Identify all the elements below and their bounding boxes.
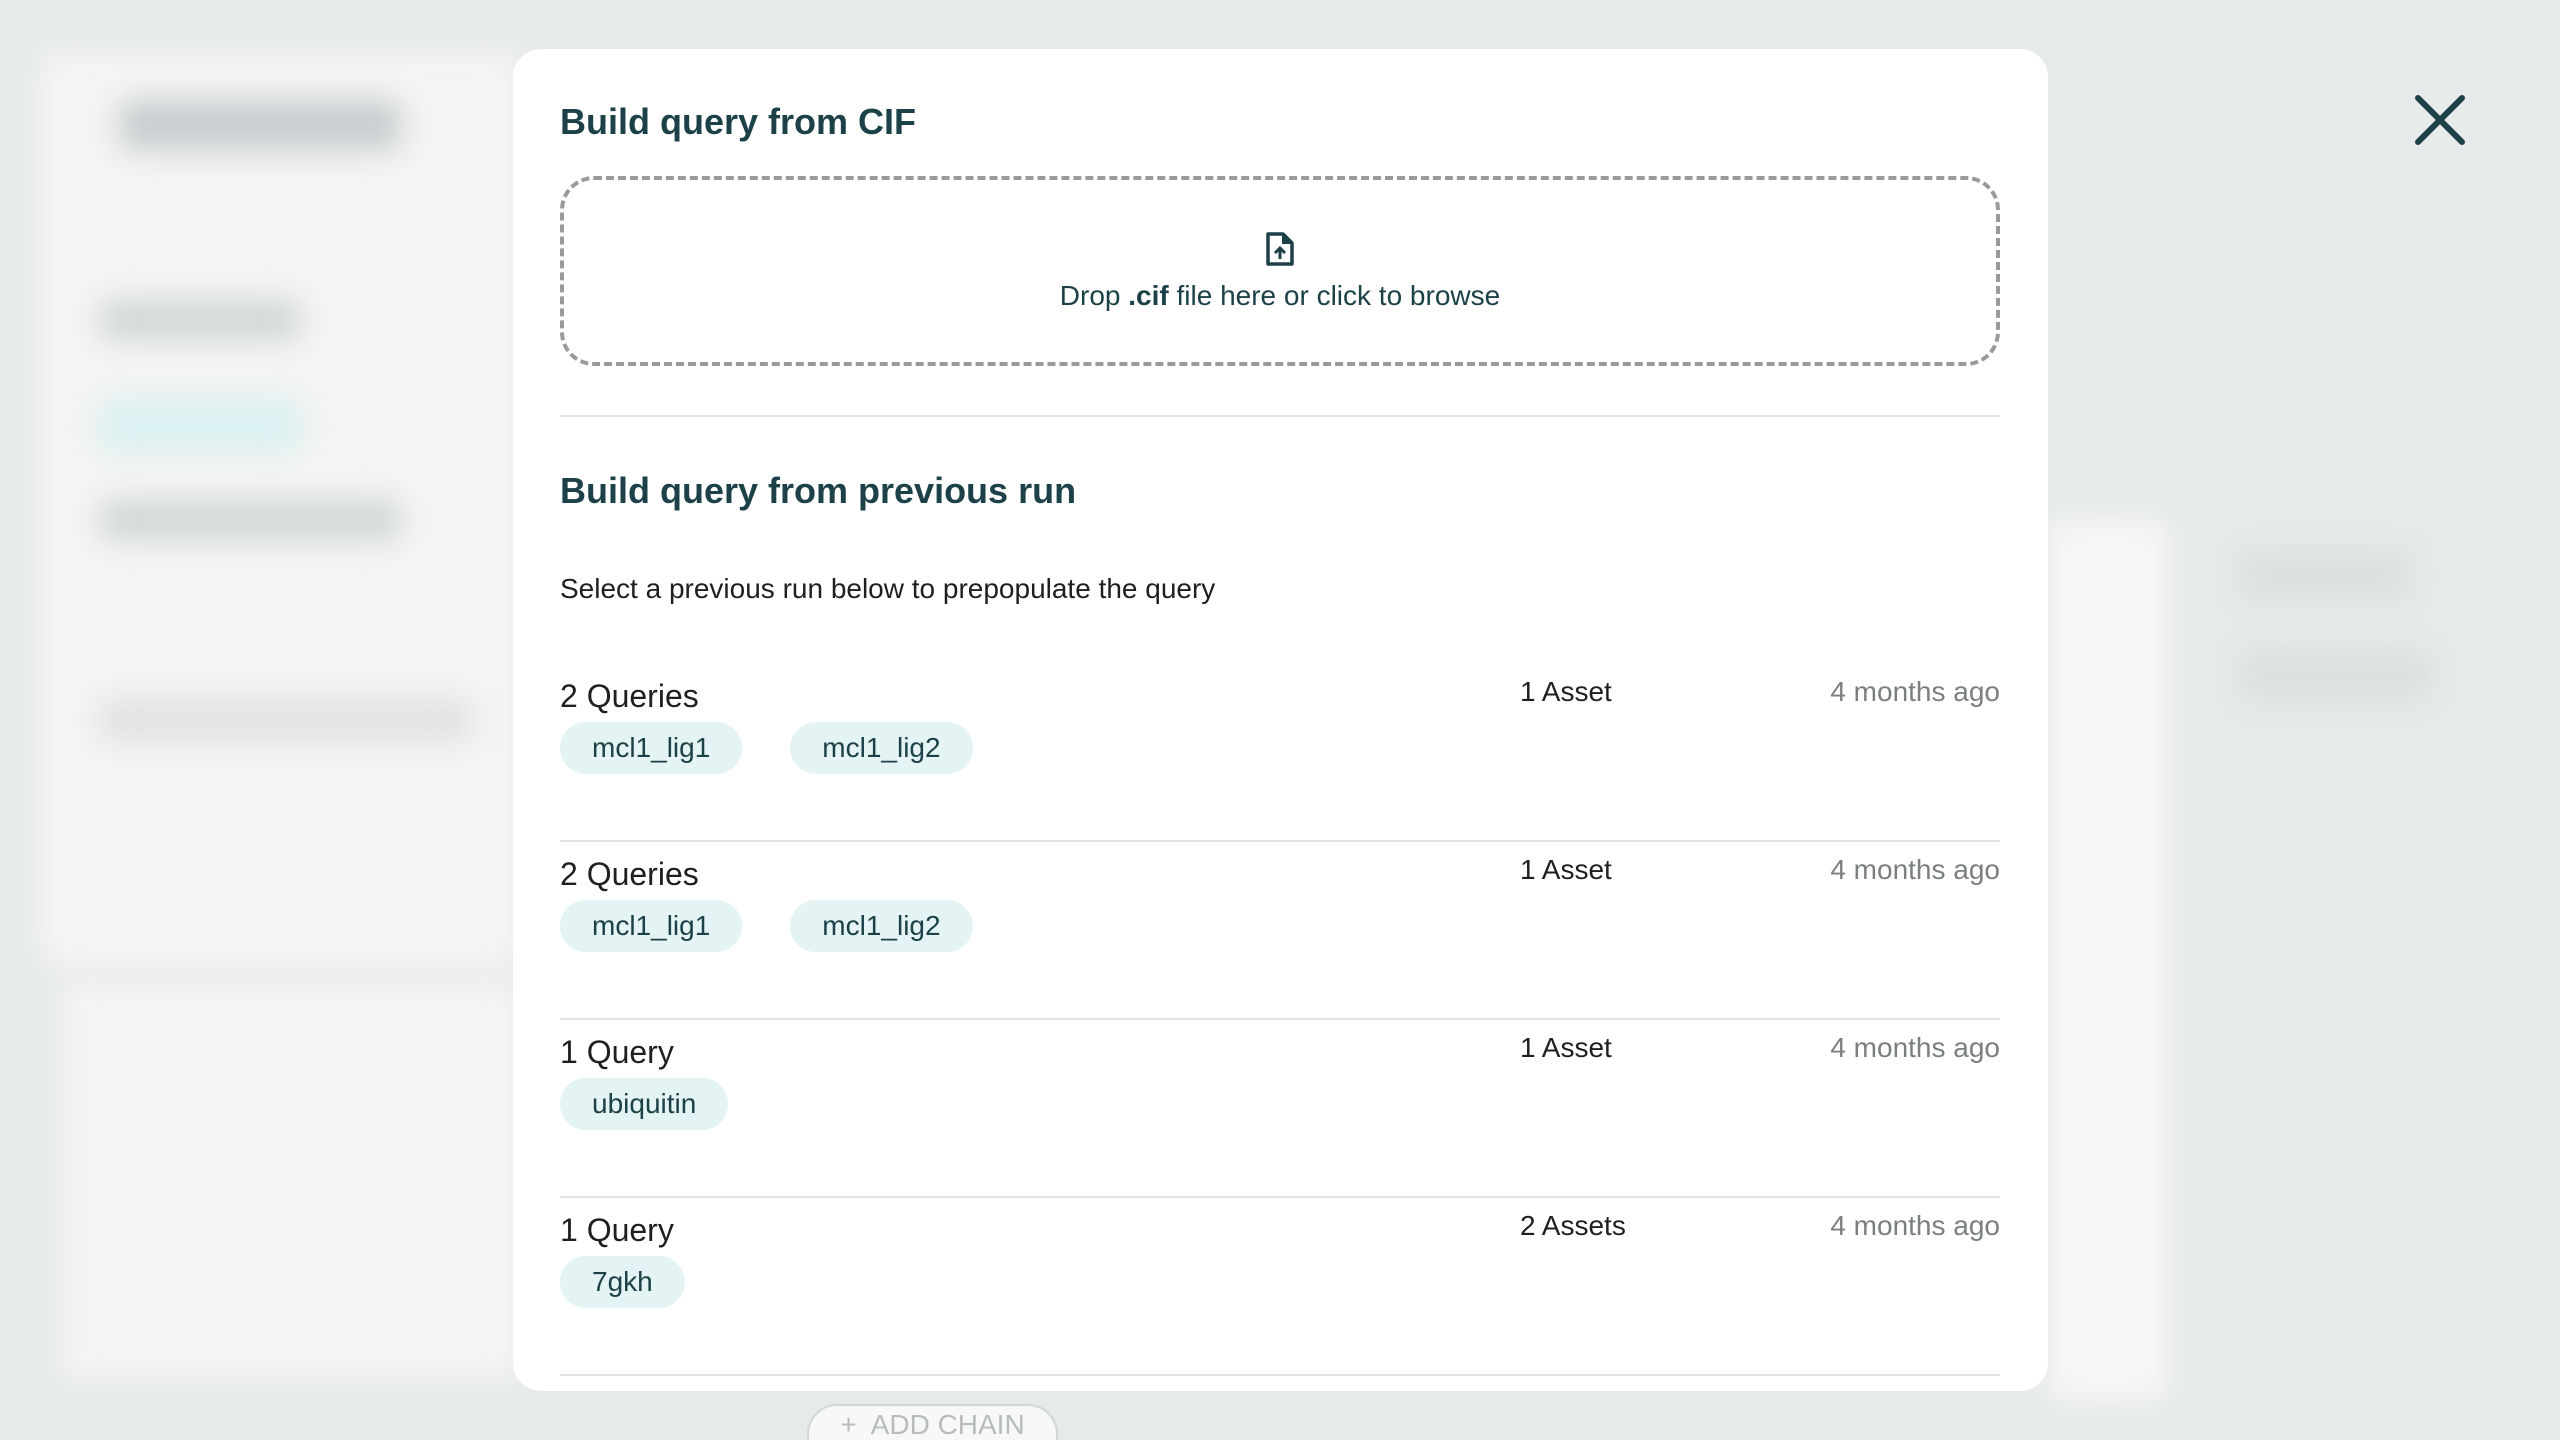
row-divider	[560, 1018, 2000, 1020]
query-count: 1 Query	[560, 1212, 674, 1248]
background-button	[2240, 650, 2430, 700]
run-row[interactable]: 1 Query 1 Asset 4 months ago ubiquitin	[560, 1020, 2000, 1198]
run-row[interactable]: 2 Queries 1 Asset 4 months ago mcl1_lig1 m…	[560, 842, 2000, 1020]
query-chip: mcl1_lig2	[790, 722, 973, 774]
query-chip: mcl1_lig2	[790, 900, 973, 952]
background-item	[100, 300, 300, 340]
previous-run-title: Build query from previous run	[560, 470, 1077, 511]
query-chips: mcl1_lig1 mcl1_lig2	[560, 722, 973, 774]
asset-count: 1 Asset	[1520, 854, 1612, 885]
asset-count: 1 Asset	[1520, 1032, 1612, 1063]
query-chip: 7gkh	[560, 1256, 685, 1308]
run-row[interactable]: 1 Query 2 Assets 4 months ago	[560, 1376, 2000, 1391]
previous-run-subtitle: Select a previous run below to prepopula…	[560, 573, 1216, 604]
background-item	[100, 500, 400, 540]
add-chain-button: + ADD CHAIN	[807, 1404, 1058, 1440]
build-query-modal: Build query from CIF Drop .cif file here…	[513, 49, 2048, 1391]
dropzone-text: Drop .cif file here or click to browse	[1060, 280, 1500, 312]
run-time: 4 months ago	[1830, 676, 2000, 707]
row-divider	[560, 1374, 2000, 1376]
query-count: 2 Queries	[560, 678, 699, 714]
file-upload-icon	[1265, 231, 1295, 272]
row-divider	[560, 1196, 2000, 1198]
query-chips: 7gkh	[560, 1256, 685, 1308]
asset-count: 1 Asset	[1520, 676, 1612, 707]
run-time: 4 months ago	[1830, 1032, 2000, 1063]
add-chain-label: ADD CHAIN	[870, 1409, 1025, 1440]
query-count: 1 Query	[560, 1390, 674, 1391]
query-chip: mcl1_lig1	[560, 900, 743, 952]
background-panel-right	[2048, 520, 2168, 1400]
drop-prefix: Drop	[1059, 279, 1129, 311]
background-item	[100, 700, 470, 740]
drop-suffix: file here or click to browse	[1168, 279, 1501, 311]
cif-section-title: Build query from CIF	[560, 101, 917, 142]
background-logo	[120, 100, 400, 150]
close-icon[interactable]	[2414, 94, 2466, 146]
cif-dropzone[interactable]: Drop .cif file here or click to browse	[560, 176, 2000, 366]
run-time: 4 months ago	[1830, 854, 2000, 885]
query-count: 2 Queries	[560, 856, 699, 892]
run-row[interactable]: 2 Queries 1 Asset 4 months ago mcl1_lig1 m…	[560, 664, 2000, 842]
run-time: 4 months ago	[1830, 1210, 2000, 1241]
query-chips: ubiquitin	[560, 1078, 729, 1130]
plus-icon: +	[840, 1409, 857, 1440]
row-divider	[560, 840, 2000, 842]
background-button	[2240, 550, 2410, 600]
run-row[interactable]: 1 Query 2 Assets 4 months ago 7gkh	[560, 1198, 2000, 1376]
drop-extension: .cif	[1128, 279, 1169, 311]
run-time: 4 months ago	[1830, 1388, 2000, 1391]
section-divider	[560, 415, 2000, 417]
asset-count: 2 Assets	[1520, 1388, 1626, 1391]
background-panel	[60, 980, 520, 1380]
query-count: 1 Query	[560, 1034, 674, 1070]
query-chips: mcl1_lig1 mcl1_lig2	[560, 900, 973, 952]
query-chip: ubiquitin	[560, 1078, 729, 1130]
background-item-active	[100, 400, 300, 450]
asset-count: 2 Assets	[1520, 1210, 1626, 1241]
query-chip: mcl1_lig1	[560, 722, 743, 774]
